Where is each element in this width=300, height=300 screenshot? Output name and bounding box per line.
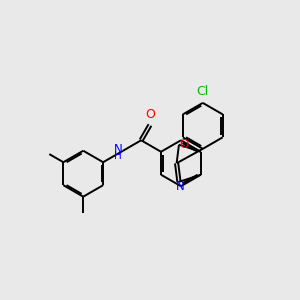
Text: O: O: [179, 138, 189, 151]
Text: Cl: Cl: [197, 85, 209, 98]
Text: O: O: [145, 108, 155, 121]
Text: N: N: [176, 180, 185, 193]
Text: H: H: [115, 151, 122, 161]
Text: N: N: [114, 143, 123, 156]
